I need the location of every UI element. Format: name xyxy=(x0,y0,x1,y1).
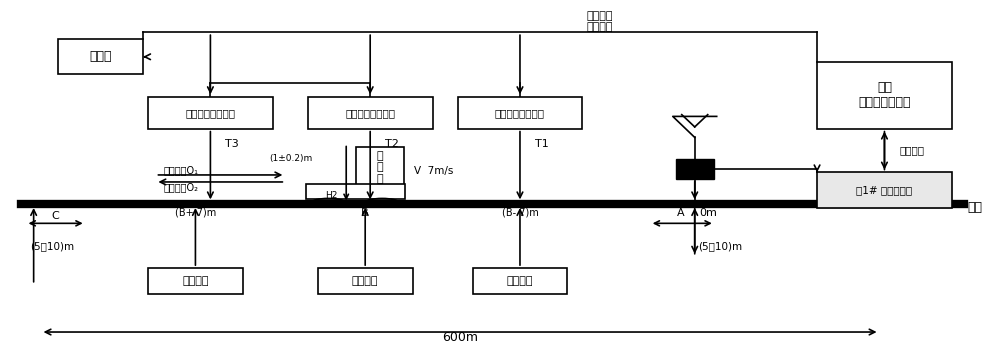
Text: T2: T2 xyxy=(385,139,399,150)
Text: (5～10)m: (5～10)m xyxy=(31,241,75,251)
Text: 0m: 0m xyxy=(700,208,718,218)
Text: 红外对射: 红外对射 xyxy=(182,276,209,286)
Text: V  7m/s: V 7m/s xyxy=(414,166,453,176)
FancyBboxPatch shape xyxy=(148,97,273,129)
FancyBboxPatch shape xyxy=(308,97,433,129)
Text: (B- 7)m: (B- 7)m xyxy=(502,208,538,218)
Text: 红外接收采集终端: 红外接收采集终端 xyxy=(495,108,545,118)
Text: 红外对射: 红外对射 xyxy=(352,276,378,286)
Text: (5～10)m: (5～10)m xyxy=(698,241,742,251)
Text: 地面: 地面 xyxy=(967,201,982,214)
Text: 红外接收采集终端: 红外接收采集终端 xyxy=(345,108,395,118)
Text: 运动方向O₂: 运动方向O₂ xyxy=(163,182,198,192)
FancyBboxPatch shape xyxy=(817,62,952,129)
FancyBboxPatch shape xyxy=(318,268,413,294)
Text: 600m: 600m xyxy=(442,332,478,345)
Text: （1# 定位基站）: （1# 定位基站） xyxy=(856,185,913,195)
FancyBboxPatch shape xyxy=(306,184,405,200)
Text: 电脑
（上位机软件）: 电脑 （上位机软件） xyxy=(858,81,911,109)
Text: A: A xyxy=(677,208,685,218)
Text: (B+ 7)m: (B+ 7)m xyxy=(175,208,216,218)
FancyBboxPatch shape xyxy=(356,147,404,187)
Text: 红外接收采集终端: 红外接收采集终端 xyxy=(185,108,235,118)
FancyBboxPatch shape xyxy=(458,97,582,129)
Text: 定
位
卡: 定 位 卡 xyxy=(377,151,383,184)
Text: T3: T3 xyxy=(225,139,239,150)
Text: 传输数据: 传输数据 xyxy=(587,22,613,32)
Text: T1: T1 xyxy=(535,139,549,150)
FancyBboxPatch shape xyxy=(148,268,243,294)
FancyBboxPatch shape xyxy=(473,268,567,294)
Text: 显示屏: 显示屏 xyxy=(89,50,112,63)
Text: 红外对射: 红外对射 xyxy=(507,276,533,286)
Text: 运动方向O₁: 运动方向O₁ xyxy=(163,165,198,175)
Text: 定位数据: 定位数据 xyxy=(899,146,924,156)
FancyBboxPatch shape xyxy=(58,39,143,74)
Bar xyxy=(676,159,714,178)
Text: 时钟同步: 时钟同步 xyxy=(587,12,613,21)
Text: (1±0.2)m: (1±0.2)m xyxy=(270,154,313,163)
Text: B: B xyxy=(361,208,369,218)
Text: C: C xyxy=(52,210,59,221)
FancyBboxPatch shape xyxy=(817,172,952,208)
Text: H2: H2 xyxy=(325,191,337,200)
